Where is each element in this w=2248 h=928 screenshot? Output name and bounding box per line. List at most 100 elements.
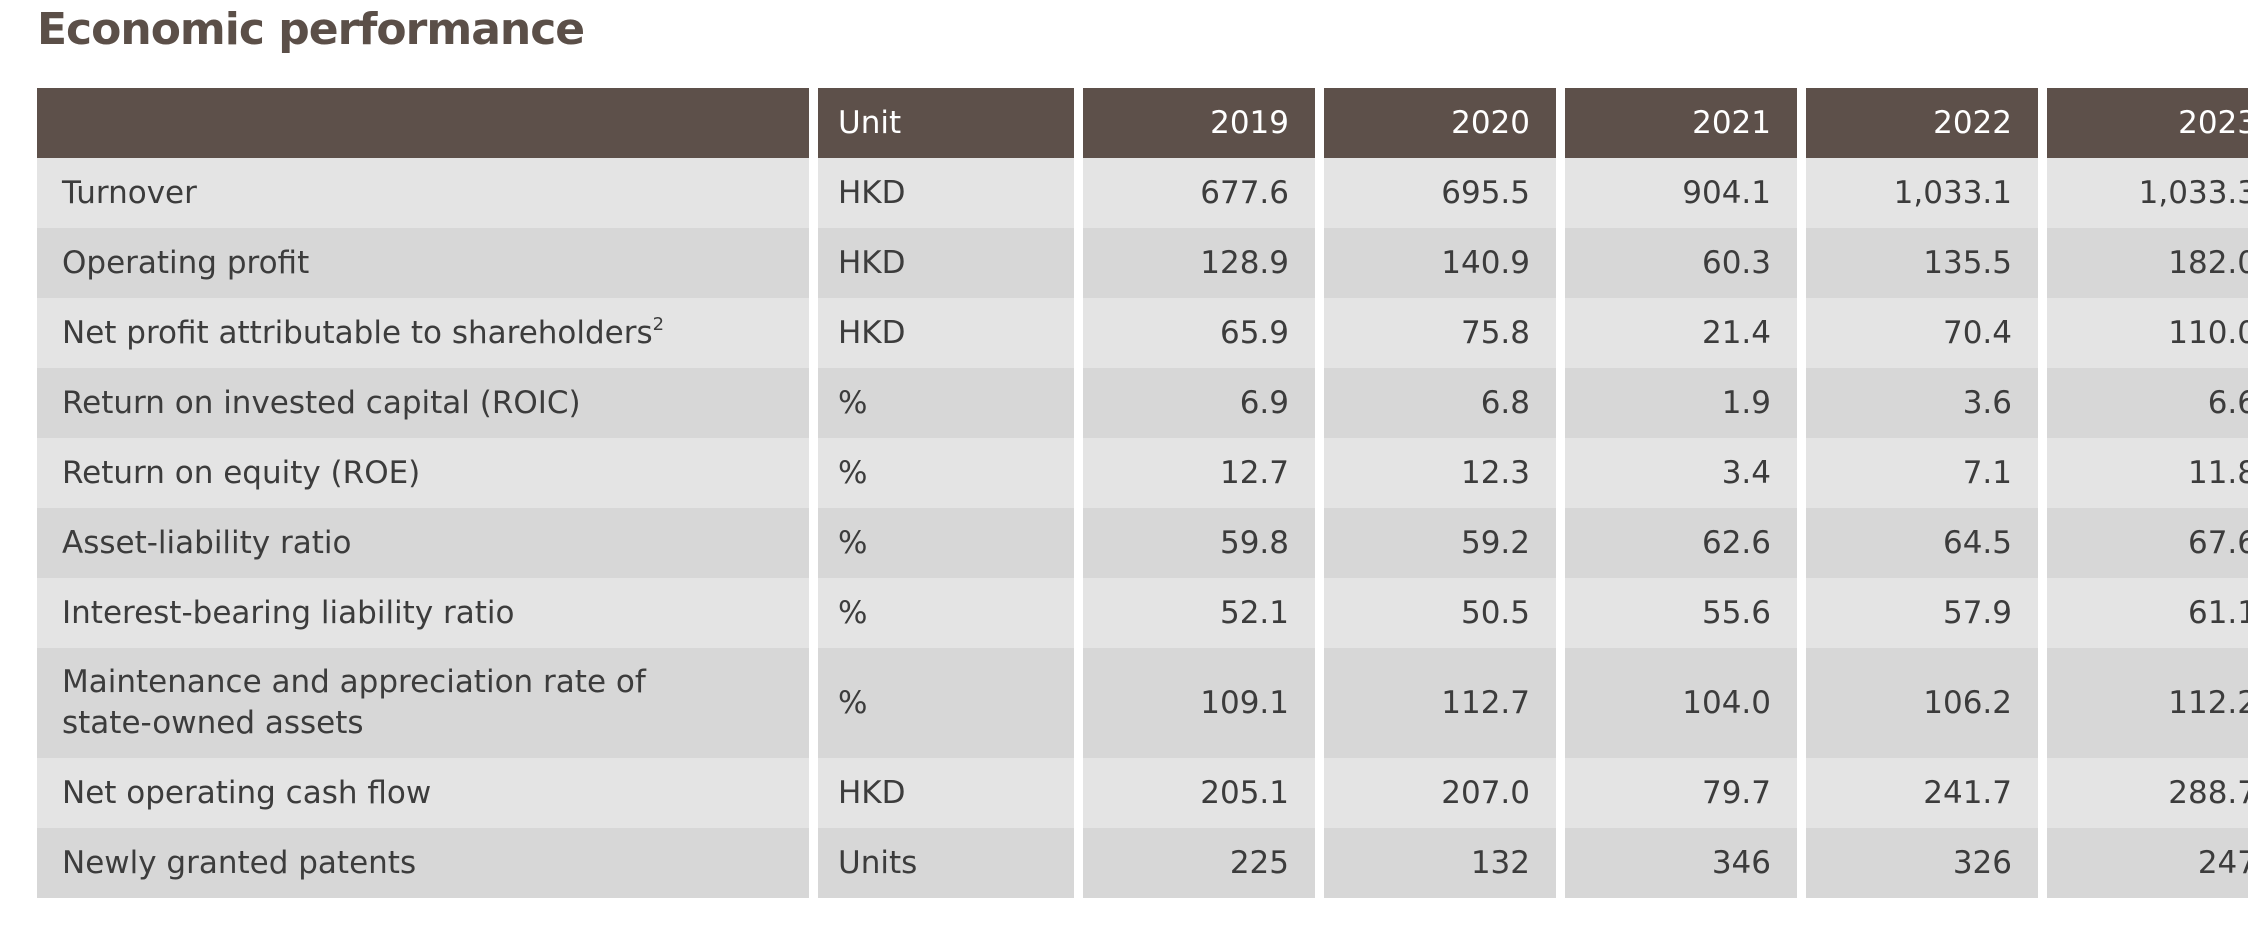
row-indicator: Net operating cash flow	[37, 758, 809, 828]
value-2023: 247	[2047, 828, 2248, 898]
row-indicator: Turnover	[37, 158, 809, 228]
value-2020: 695.5	[1324, 158, 1556, 228]
value-2020: 12.3	[1324, 438, 1556, 508]
table-row: Net profit attributable to shareholders2…	[37, 298, 2248, 368]
header-year-2023: 2023	[2047, 88, 2248, 158]
value-2020: 59.2	[1324, 508, 1556, 578]
table-row: Interest-bearing liability ratio % 52.1 …	[37, 578, 2248, 648]
row-unit: %	[818, 368, 1074, 438]
value-2020: 207.0	[1324, 758, 1556, 828]
table-row: Net operating cash flow HKD 205.1 207.0 …	[37, 758, 2248, 828]
value-2020: 140.9	[1324, 228, 1556, 298]
header-year-2020: 2020	[1324, 88, 1556, 158]
value-2021: 904.1	[1565, 158, 1797, 228]
table-header: Unit 2019 2020 2021 2022 2023	[37, 88, 2248, 158]
indicator-label: Operating profit	[62, 244, 310, 281]
row-unit: %	[818, 438, 1074, 508]
header-year-2019: 2019	[1083, 88, 1315, 158]
table-row: Asset-liability ratio % 59.8 59.2 62.6 6…	[37, 508, 2248, 578]
value-2020: 75.8	[1324, 298, 1556, 368]
value-2020: 132	[1324, 828, 1556, 898]
table-body: Turnover HKD 677.6 695.5 904.1 1,033.1 1…	[37, 158, 2248, 898]
economic-performance-table: Unit 2019 2020 2021 2022 2023 Turnover H…	[28, 88, 2248, 898]
value-2019: 65.9	[1083, 298, 1315, 368]
value-2023: 288.7	[2047, 758, 2248, 828]
value-2021: 346	[1565, 828, 1797, 898]
row-indicator: Operating profit	[37, 228, 809, 298]
row-unit: HKD	[818, 158, 1074, 228]
page-title: Economic performance	[37, 4, 585, 55]
value-2023: 1,033.3	[2047, 158, 2248, 228]
table-row: Operating profit HKD 128.9 140.9 60.3 13…	[37, 228, 2248, 298]
value-2019: 52.1	[1083, 578, 1315, 648]
row-indicator: Net profit attributable to shareholders2	[37, 298, 809, 368]
value-2021: 104.0	[1565, 648, 1797, 758]
value-2023: 6.6	[2047, 368, 2248, 438]
footnote-marker: 2	[652, 313, 665, 335]
value-2020: 112.7	[1324, 648, 1556, 758]
value-2022: 3.6	[1806, 368, 2038, 438]
value-2021: 3.4	[1565, 438, 1797, 508]
indicator-label: Net profit attributable to shareholders	[62, 314, 653, 351]
value-2022: 326	[1806, 828, 2038, 898]
value-2021: 60.3	[1565, 228, 1797, 298]
indicator-label: Maintenance and appreciation rate of sta…	[62, 664, 646, 741]
value-2022: 135.5	[1806, 228, 2038, 298]
value-2019: 59.8	[1083, 508, 1315, 578]
indicator-label: Turnover	[62, 174, 197, 211]
header-year-2022: 2022	[1806, 88, 2038, 158]
value-2022: 64.5	[1806, 508, 2038, 578]
indicator-label: Interest-bearing liability ratio	[62, 594, 515, 631]
row-unit: HKD	[818, 298, 1074, 368]
row-indicator: Return on invested capital (ROIC)	[37, 368, 809, 438]
value-2019: 677.6	[1083, 158, 1315, 228]
indicator-label: Return on equity (ROE)	[62, 454, 421, 491]
table-row: Maintenance and appreciation rate of sta…	[37, 648, 2248, 758]
row-unit: HKD	[818, 228, 1074, 298]
indicator-label: Newly granted patents	[62, 844, 417, 881]
value-2022: 1,033.1	[1806, 158, 2038, 228]
value-2019: 109.1	[1083, 648, 1315, 758]
table-row: Return on invested capital (ROIC) % 6.9 …	[37, 368, 2248, 438]
value-2023: 61.1	[2047, 578, 2248, 648]
value-2022: 57.9	[1806, 578, 2038, 648]
value-2023: 182.0	[2047, 228, 2248, 298]
value-2020: 6.8	[1324, 368, 1556, 438]
header-unit: Unit	[818, 88, 1074, 158]
value-2023: 67.6	[2047, 508, 2248, 578]
header-row: Unit 2019 2020 2021 2022 2023	[37, 88, 2248, 158]
value-2019: 12.7	[1083, 438, 1315, 508]
indicator-label: Asset-liability ratio	[62, 524, 352, 561]
value-2022: 241.7	[1806, 758, 2038, 828]
row-indicator: Interest-bearing liability ratio	[37, 578, 809, 648]
value-2019: 225	[1083, 828, 1315, 898]
value-2021: 21.4	[1565, 298, 1797, 368]
row-indicator: Maintenance and appreciation rate of sta…	[37, 648, 809, 758]
value-2021: 62.6	[1565, 508, 1797, 578]
value-2021: 79.7	[1565, 758, 1797, 828]
row-unit: %	[818, 578, 1074, 648]
value-2019: 128.9	[1083, 228, 1315, 298]
row-unit: Units	[818, 828, 1074, 898]
value-2021: 55.6	[1565, 578, 1797, 648]
row-indicator: Newly granted patents	[37, 828, 809, 898]
value-2021: 1.9	[1565, 368, 1797, 438]
value-2023: 11.8	[2047, 438, 2248, 508]
indicator-label: Return on invested capital (ROIC)	[62, 384, 581, 421]
value-2022: 7.1	[1806, 438, 2038, 508]
value-2019: 6.9	[1083, 368, 1315, 438]
header-year-2021: 2021	[1565, 88, 1797, 158]
row-unit: %	[818, 648, 1074, 758]
value-2022: 70.4	[1806, 298, 2038, 368]
row-indicator: Return on equity (ROE)	[37, 438, 809, 508]
row-unit: HKD	[818, 758, 1074, 828]
table-row: Turnover HKD 677.6 695.5 904.1 1,033.1 1…	[37, 158, 2248, 228]
value-2020: 50.5	[1324, 578, 1556, 648]
table-row: Return on equity (ROE) % 12.7 12.3 3.4 7…	[37, 438, 2248, 508]
table-row: Newly granted patents Units 225 132 346 …	[37, 828, 2248, 898]
value-2022: 106.2	[1806, 648, 2038, 758]
row-indicator: Asset-liability ratio	[37, 508, 809, 578]
value-2023: 110.0	[2047, 298, 2248, 368]
value-2019: 205.1	[1083, 758, 1315, 828]
indicator-label: Net operating cash flow	[62, 774, 432, 811]
